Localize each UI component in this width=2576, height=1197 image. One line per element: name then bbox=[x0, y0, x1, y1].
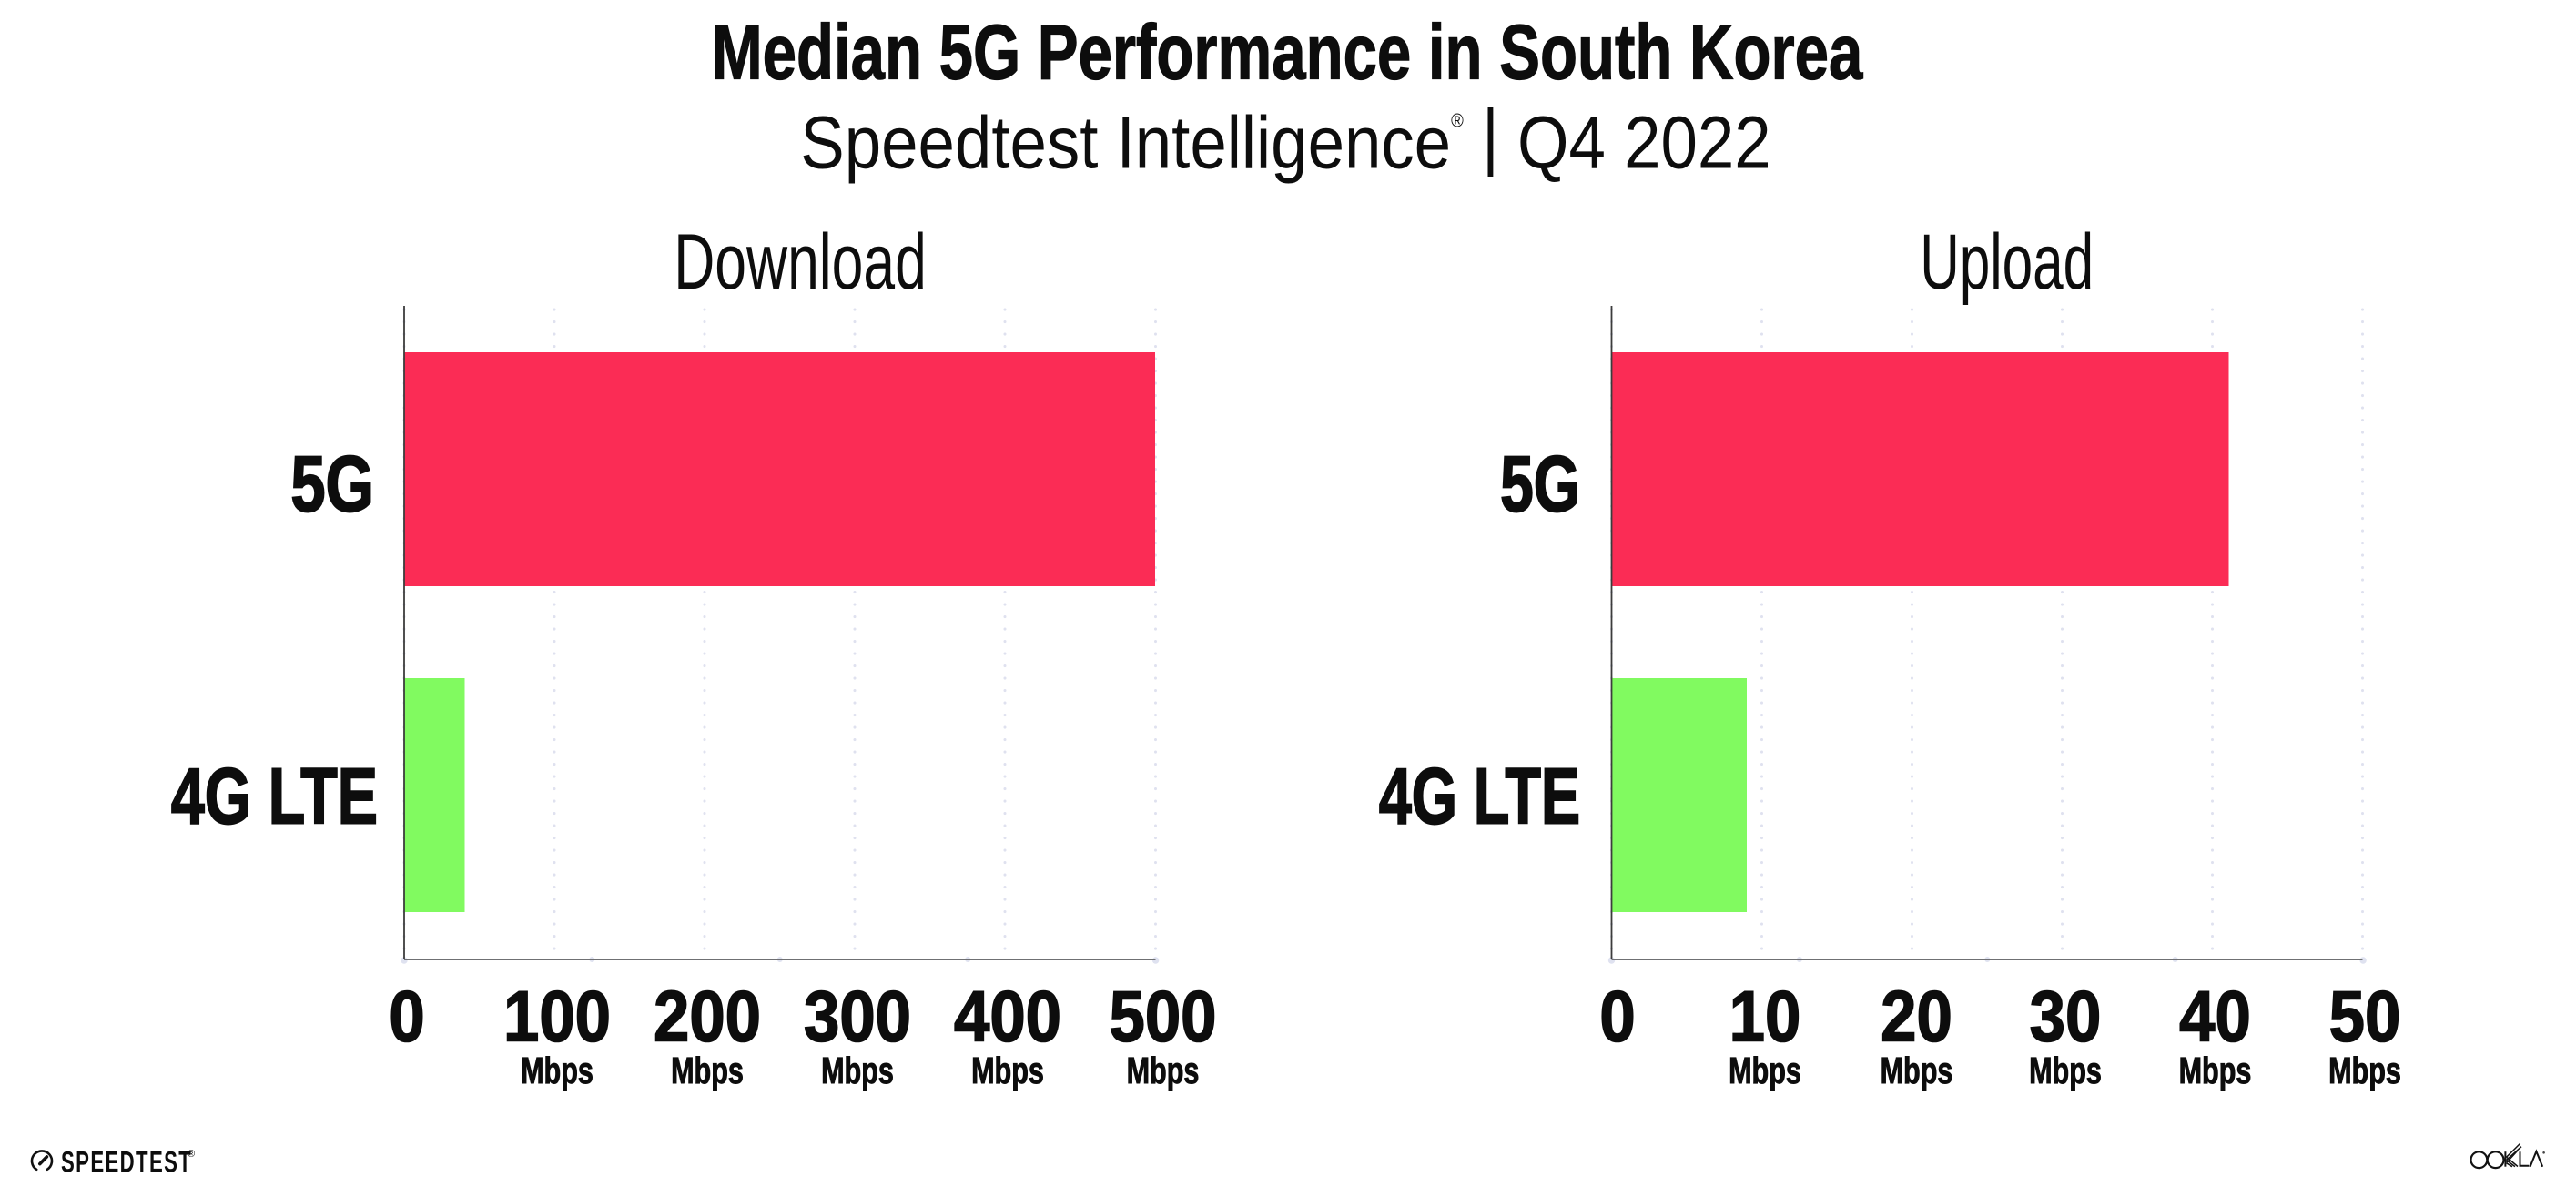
svg-text:Mbps: Mbps bbox=[1881, 1050, 1953, 1091]
svg-text:200: 200 bbox=[654, 976, 761, 1057]
svg-text:300: 300 bbox=[804, 976, 911, 1057]
svg-text:Upload: Upload bbox=[1920, 217, 2094, 306]
svg-text:5G: 5G bbox=[290, 440, 374, 529]
svg-text:0: 0 bbox=[1599, 976, 1635, 1057]
svg-text:SPEEDTEST: SPEEDTEST bbox=[61, 1145, 192, 1178]
svg-text:Median 5G Performance in South: Median 5G Performance in South Korea bbox=[712, 10, 1864, 96]
svg-text:Speedtest Intelligence® | Q4 2: Speedtest Intelligence® | Q4 2022 bbox=[800, 94, 1770, 184]
svg-text:40: 40 bbox=[2179, 976, 2251, 1057]
svg-text:Mbps: Mbps bbox=[2029, 1050, 2102, 1091]
svg-text:Mbps: Mbps bbox=[521, 1050, 593, 1091]
svg-text:5G: 5G bbox=[1500, 441, 1580, 529]
svg-text:4G LTE: 4G LTE bbox=[171, 753, 378, 841]
svg-text:50: 50 bbox=[2329, 976, 2401, 1057]
svg-text:Mbps: Mbps bbox=[1127, 1050, 1200, 1091]
svg-text:20: 20 bbox=[1881, 976, 1952, 1057]
svg-text:Download: Download bbox=[674, 218, 927, 306]
svg-text:®: ® bbox=[188, 1149, 195, 1160]
svg-text:Mbps: Mbps bbox=[2328, 1050, 2401, 1091]
svg-text:Mbps: Mbps bbox=[1729, 1050, 1801, 1091]
svg-text:10: 10 bbox=[1729, 976, 1801, 1057]
svg-text:Mbps: Mbps bbox=[671, 1050, 744, 1091]
svg-text:Mbps: Mbps bbox=[2179, 1050, 2252, 1091]
svg-text:500: 500 bbox=[1110, 976, 1217, 1057]
svg-text:0: 0 bbox=[389, 976, 424, 1057]
svg-text:100: 100 bbox=[503, 976, 611, 1057]
svg-text:400: 400 bbox=[954, 976, 1061, 1057]
svg-text:Mbps: Mbps bbox=[821, 1050, 894, 1091]
svg-text:Mbps: Mbps bbox=[971, 1050, 1044, 1091]
svg-text:4G LTE: 4G LTE bbox=[1379, 753, 1580, 841]
svg-text:30: 30 bbox=[2030, 976, 2102, 1057]
